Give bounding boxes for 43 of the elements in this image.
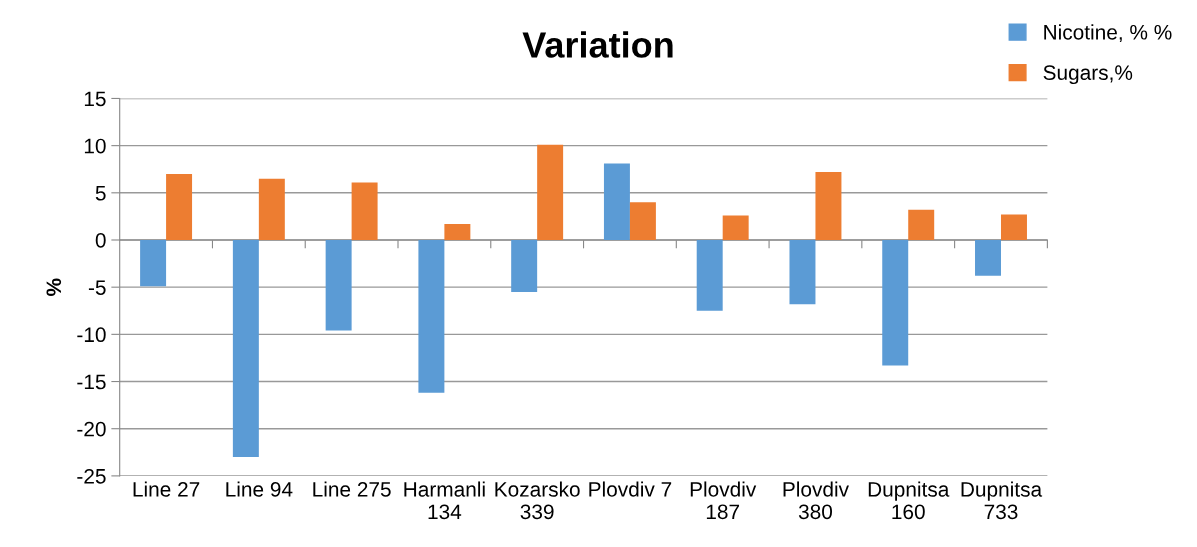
x-tick-label: Kozarsko 339 xyxy=(495,481,580,520)
legend-label: Sugars,% xyxy=(1043,65,1133,85)
bar xyxy=(258,178,285,240)
bar xyxy=(882,240,909,366)
bar xyxy=(351,182,378,240)
x-tick-label: Dupnitsa 160 xyxy=(868,481,950,520)
bar xyxy=(789,240,816,305)
y-tick-label: 5 xyxy=(95,186,106,201)
x-tick-label: Dupnitsa 733 xyxy=(961,481,1043,520)
bar xyxy=(166,173,193,240)
y-tick-label: 0 xyxy=(95,233,106,248)
bar xyxy=(603,163,630,240)
x-tick-label: Harmanli 134 xyxy=(404,481,485,520)
y-axis-title: % xyxy=(46,278,62,296)
bar xyxy=(908,209,935,240)
x-tick-label: Line 27 xyxy=(133,481,200,497)
y-tick-label: -10 xyxy=(77,327,106,343)
x-tick-label: Line 275 xyxy=(313,481,391,497)
bar xyxy=(511,240,538,292)
y-tick-label: -25 xyxy=(77,468,106,484)
bar xyxy=(537,144,564,240)
y-tick-label: 15 xyxy=(84,91,106,107)
bar xyxy=(418,240,445,393)
y-tick-label: 10 xyxy=(84,138,106,154)
bar xyxy=(722,215,749,240)
y-tick-label: -5 xyxy=(88,280,106,295)
x-tick-label: Plovdiv 7 xyxy=(589,481,672,497)
bar xyxy=(1000,214,1027,240)
bar xyxy=(975,240,1001,276)
x-tick-label: Plovdiv 380 xyxy=(783,481,849,520)
legend-label: Nicotine, % % xyxy=(1044,24,1172,43)
bar xyxy=(325,240,352,331)
y-tick-label: -20 xyxy=(77,421,106,437)
bar xyxy=(444,223,471,240)
x-tick-label: Plovdiv 187 xyxy=(690,481,757,520)
y-tick-label: -15 xyxy=(77,374,106,390)
bar xyxy=(232,240,259,458)
bar xyxy=(140,240,167,287)
bar xyxy=(629,202,656,240)
x-tick-label: Line 94 xyxy=(226,481,293,497)
bar xyxy=(696,240,723,311)
chart-title: Variation xyxy=(522,31,673,58)
bar xyxy=(815,172,842,240)
